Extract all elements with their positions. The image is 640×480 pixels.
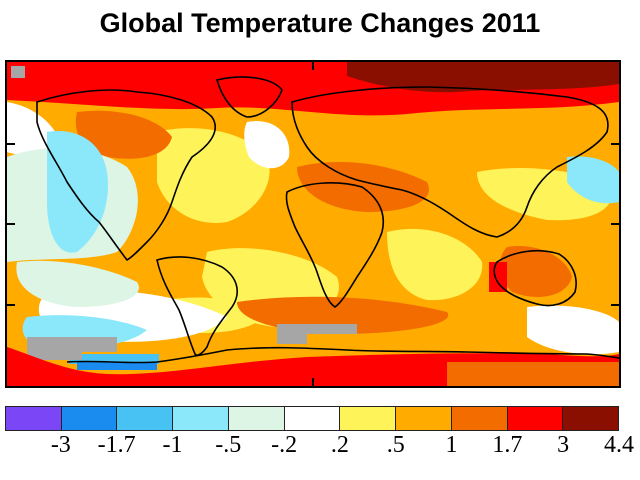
legend-swatch [340,407,397,430]
legend-label: -1 [162,432,183,458]
legend-label: -3 [50,432,71,458]
africa-coast [285,182,384,308]
legend-label: 4.4 [604,432,634,458]
north-america-coast [36,89,216,262]
legend-swatch [563,407,619,430]
east-pacific-cyan [47,131,108,253]
indian-ocean-yellow [387,228,483,301]
siberia-extreme-warm [347,62,619,93]
north-america-warm-patch [75,110,172,159]
legend-swatch [451,407,508,430]
south-pacific-white [527,305,619,355]
graticule-ticks [7,62,619,386]
north-atlantic-yellow [157,128,270,223]
antarctica-coast [66,346,619,364]
legend-swatch [284,407,341,430]
legend-swatch [173,407,229,430]
legend-swatch [228,407,285,430]
legend-label: -.5 [215,432,242,458]
map-canvas [7,62,619,386]
antarctic-cold-strip [69,354,159,364]
australia-hot-spot [489,262,507,292]
south-america-coast [156,256,238,356]
legend-label: .2 [330,432,349,458]
coastlines [36,76,619,364]
antarctic-colder-strip [77,362,157,370]
australia-warm-patch [500,246,572,297]
legend-label: .5 [386,432,405,458]
legend-swatch [61,407,118,430]
antarctic-warm-west [17,367,57,386]
temperature-anomaly-map [5,60,621,388]
legend-label: -1.7 [97,432,136,458]
map-title: Global Temperature Changes 2011 [99,8,541,38]
legend-swatch [507,407,564,430]
legend-swatch [6,407,62,430]
missing-data-antarctic-west [27,337,117,360]
legend-label: 1 [445,432,458,458]
color-scale-labels: -3 -1.7 -1 -.5 -.2 .2 .5 1 1.7 3 4.4 [0,432,640,468]
legend-label: 1.7 [492,432,523,458]
west-pacific-cyan [567,156,619,204]
legend-label: -.2 [271,432,298,458]
missing-data-patch [11,66,25,78]
greenland-coast [215,76,283,118]
north-atlantic-white [244,121,290,169]
australia-coast [493,249,577,307]
antarctic-warm-east [447,362,619,386]
missing-data-antarctic-east [277,324,357,344]
eurasia-coast [291,86,609,238]
color-scale-bar [5,406,619,431]
south-pacific-cool [16,260,139,307]
legend-swatch [396,407,452,430]
legend-label: 3 [557,432,570,458]
legend-swatch [117,407,174,430]
